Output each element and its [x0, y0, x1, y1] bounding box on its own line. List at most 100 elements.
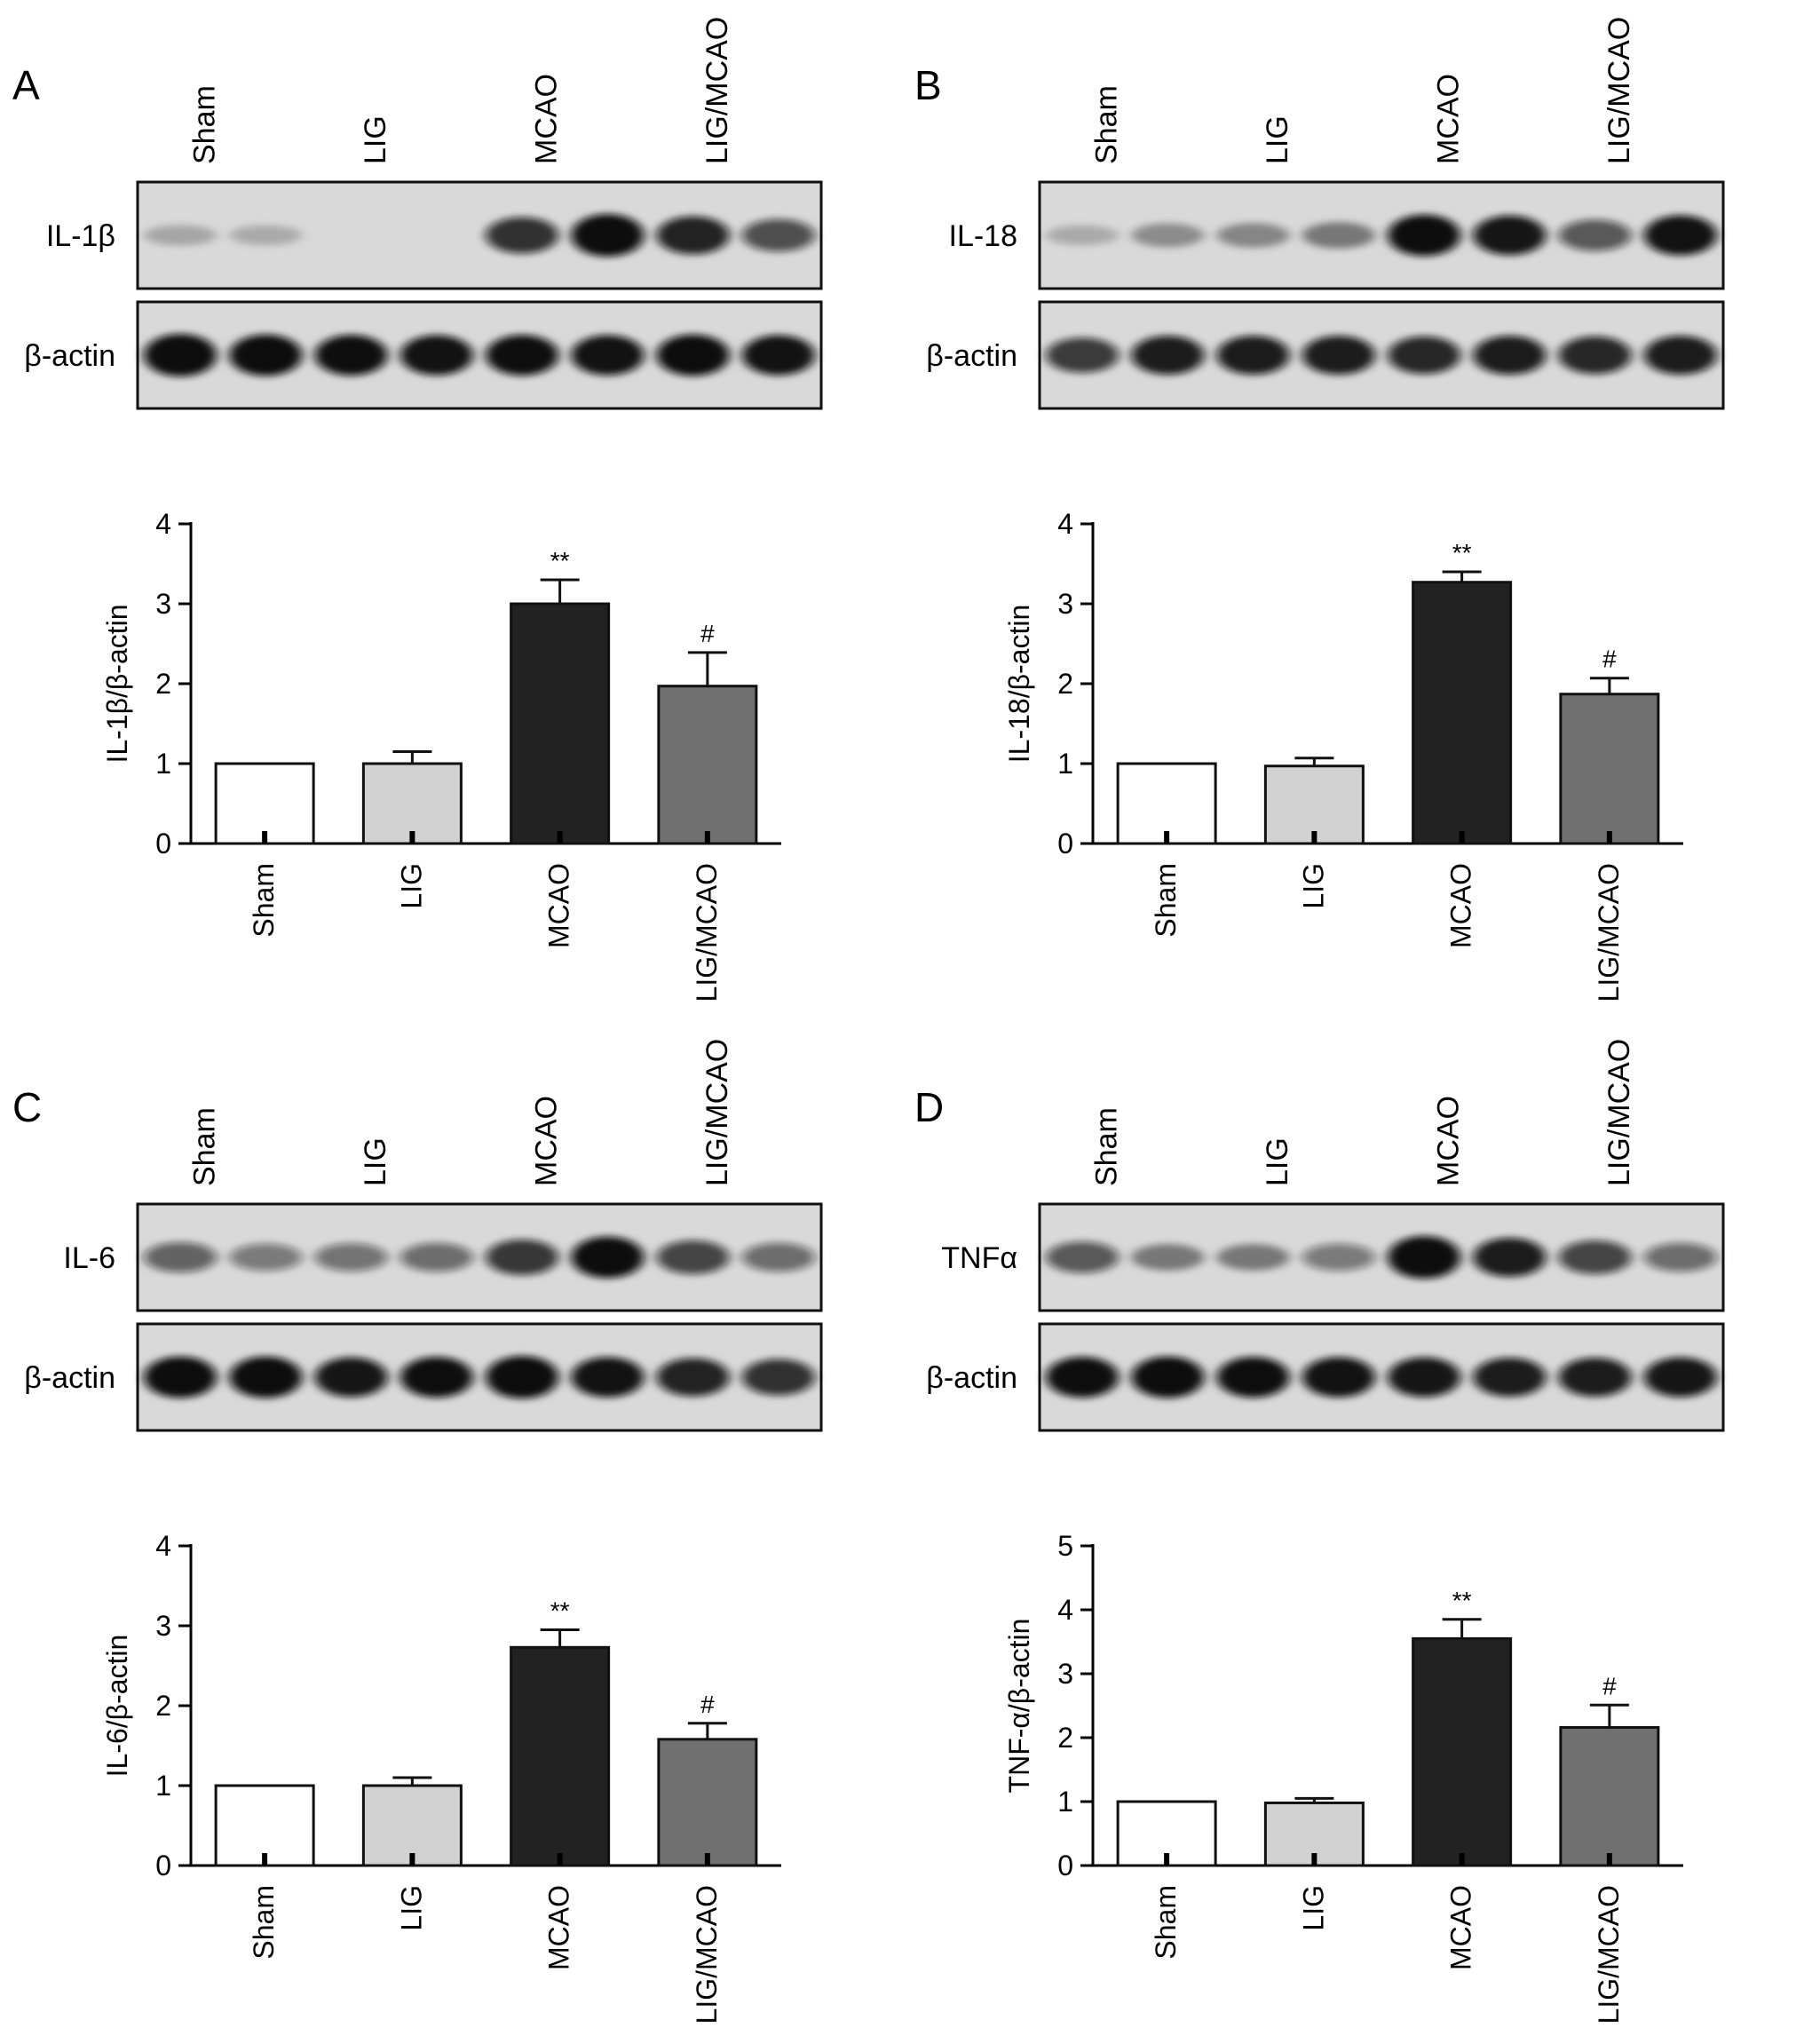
panel-c-band — [229, 1356, 303, 1398]
panel-d-lane-label: Sham — [1089, 1107, 1123, 1186]
panel-c-y-tick-label: 4 — [155, 1530, 171, 1562]
panel-a-band — [229, 334, 303, 376]
panel-b-bar-lig — [1263, 765, 1365, 845]
panel-c-band — [229, 1243, 303, 1272]
panel-a-band — [486, 217, 559, 254]
panel-b-band — [1131, 223, 1205, 248]
panel-c-x-tick-label: LIG/MCAO — [691, 1885, 723, 2024]
panel-a-bar-sham — [214, 762, 315, 845]
panel-d-y-tick-label: 3 — [1057, 1658, 1073, 1690]
panel-d: D Sham LIG MCAO LIG/MCAO TNFα β-actin 0 1 2 3 4 5 TNF… — [902, 1022, 1804, 2044]
panel-b-x-tick-label: MCAO — [1445, 863, 1477, 948]
panel-c-blot-label: IL-6 — [63, 1241, 115, 1275]
panel-b-x-tick-label: LIG — [1297, 863, 1329, 909]
panel-c-x-tick-label: MCAO — [543, 1885, 575, 1970]
panel-b-band — [1643, 215, 1717, 256]
panel-c-band — [400, 1242, 473, 1272]
panel-b-band — [1388, 336, 1461, 375]
panel-c-lane-label: Sham — [187, 1107, 221, 1186]
panel-c-bar-sham — [214, 1784, 315, 1867]
panel-c-band — [571, 1236, 645, 1279]
panel-b-band — [1216, 336, 1290, 375]
panel-b-y-axis-label: IL-18/β-actin — [1003, 605, 1035, 763]
panel-b-blot-label: IL-18 — [949, 219, 1018, 253]
panel-d-x-tick-label: MCAO — [1445, 1885, 1477, 1970]
panel-d-y-axis-label: TNF-α/β-actin — [1003, 1619, 1035, 1794]
panel-d-significance: # — [1602, 1672, 1617, 1699]
panel-d-band — [1046, 1241, 1120, 1273]
panel-d-x-tick-label: Sham — [1150, 1885, 1182, 1960]
panel-d-band — [1046, 1357, 1120, 1398]
panel-d-figure: D Sham LIG MCAO LIG/MCAO TNFα β-actin 0 1 2 3 4 5 TNF… — [914, 1039, 1725, 2024]
panel-b-band — [1046, 225, 1120, 246]
panel-d-band — [1388, 1236, 1461, 1279]
panel-c-blot-label: β-actin — [24, 1361, 115, 1395]
panel-b-band — [1473, 336, 1547, 375]
panel-c-y-tick-label: 0 — [155, 1850, 171, 1882]
panel-c-y-tick-label: 2 — [155, 1690, 171, 1722]
panel-a-lane-label: MCAO — [529, 74, 563, 164]
panel-d-band — [1643, 1357, 1717, 1398]
panel-d-x-tick-label: LIG — [1297, 1885, 1329, 1931]
panel-b-band — [1216, 223, 1290, 248]
panel-a-y-tick-label: 2 — [155, 668, 171, 700]
panel-b-blot-target — [1038, 180, 1725, 290]
panel-d-band — [1216, 1244, 1290, 1271]
panel-b-band — [1302, 336, 1375, 375]
panel-a-band — [656, 334, 730, 376]
panel-c-band — [486, 1239, 559, 1276]
panel-a-band — [144, 225, 218, 246]
panel-a-lane-label: LIG/MCAO — [700, 17, 734, 164]
panel-d-band — [1388, 1357, 1461, 1398]
panel-a-y-tick-label: 0 — [155, 828, 171, 860]
panel-d-bar-mcao — [1412, 1636, 1513, 1867]
panel-a-bar-mcao — [510, 602, 611, 845]
panel-c-band — [656, 1358, 730, 1397]
panel-d-band — [1473, 1238, 1547, 1277]
panel-a-figure: A Sham LIG MCAO LIG/MCAO IL-1β β-actin 0 1 2 3 4 IL-… — [12, 17, 823, 1002]
panel-a: A Sham LIG MCAO LIG/MCAO IL-1β β-actin 0 1 2 3 4 IL-… — [0, 0, 902, 1022]
panel-b-y-tick-label: 1 — [1057, 748, 1073, 780]
panel-a-blot-label: β-actin — [24, 339, 115, 373]
panel-a-y-tick-label: 3 — [155, 588, 171, 620]
panel-b-band — [1388, 214, 1461, 257]
panel-c-lane-label: LIG — [359, 1137, 392, 1186]
panel-c-band — [400, 1357, 473, 1398]
panel-b-bar-lig-mcao — [1559, 693, 1660, 845]
panel-a-x-tick-label: Sham — [248, 863, 280, 938]
panel-b-blot-actin — [1038, 300, 1725, 410]
panel-a-band — [571, 335, 645, 376]
panel-c-bar-lig-mcao — [657, 1738, 758, 1867]
panel-d-lane-label: LIG/MCAO — [1602, 1039, 1636, 1186]
panel-b-x-tick-label: Sham — [1150, 863, 1182, 938]
panel-b-y-tick-label: 0 — [1057, 828, 1073, 860]
panel-b-y-tick-label: 4 — [1057, 508, 1073, 540]
panel-d-significance: ** — [1452, 1587, 1472, 1614]
panel-d-y-tick-label: 5 — [1057, 1530, 1073, 1562]
panel-d-lane-label: MCAO — [1431, 1096, 1465, 1186]
panel-a-blot-target — [136, 180, 823, 290]
panel-b-bar-mcao — [1412, 581, 1513, 845]
panel-c-y-tick-label: 1 — [155, 1770, 171, 1802]
panel-a-letter: A — [12, 62, 40, 108]
panel-b-band — [1473, 215, 1547, 256]
panel-d-band — [1473, 1358, 1547, 1397]
panel-d-band — [1643, 1242, 1717, 1272]
panel-b-y-tick-label: 3 — [1057, 588, 1073, 620]
panel-c: C Sham LIG MCAO LIG/MCAO IL-6 β-actin 0 1 2 3 4 IL-6… — [0, 1022, 902, 2044]
panel-c-y-axis-label: IL-6/β-actin — [101, 1635, 133, 1778]
panel-a-x-tick-label: MCAO — [543, 863, 575, 948]
panel-c-x-tick-label: LIG — [395, 1885, 427, 1931]
panel-a-lane-label: Sham — [187, 85, 221, 164]
panel-b-significance: ** — [1452, 539, 1472, 566]
panel-b: B Sham LIG MCAO LIG/MCAO IL-18 β-actin 0 1 2 3 4 IL-… — [902, 0, 1804, 1022]
panel-d-y-tick-label: 4 — [1057, 1594, 1073, 1626]
panel-d-bar-lig-mcao — [1559, 1725, 1660, 1867]
panel-a-band — [229, 225, 303, 246]
panel-b-lane-label: LIG/MCAO — [1602, 17, 1636, 164]
panel-a-significance: # — [700, 620, 715, 647]
panel-a-band — [400, 335, 473, 376]
panel-c-bar-mcao — [510, 1645, 611, 1867]
panel-b-lane-label: MCAO — [1431, 74, 1465, 164]
panel-b-lane-label: LIG — [1261, 115, 1294, 164]
